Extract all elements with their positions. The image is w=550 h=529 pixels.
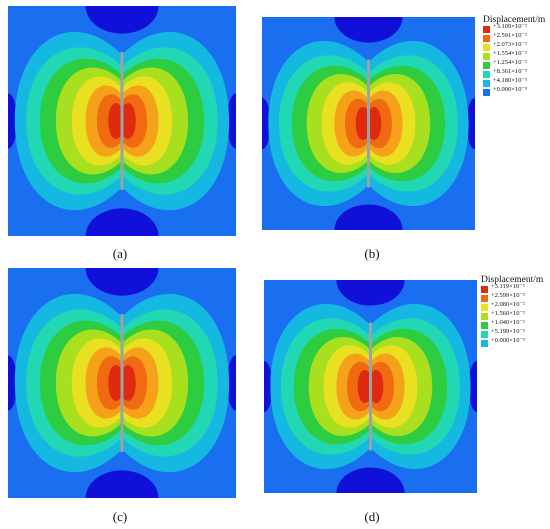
legend-swatch xyxy=(483,71,490,78)
legend-label: +0.000×10⁻³ xyxy=(491,337,525,344)
legend-swatch xyxy=(483,80,490,87)
caption-a: (a) xyxy=(112,246,128,261)
contour-plot-b xyxy=(262,17,475,230)
crack-line xyxy=(369,322,372,451)
caption-d: (d) xyxy=(364,509,380,524)
legend-swatch xyxy=(483,62,490,69)
legend-swatch xyxy=(483,53,490,60)
crack-line xyxy=(367,59,370,188)
legend-swatch xyxy=(481,322,488,329)
legend-b: Displacement/m +3.109×10⁻² +2.591×10⁻² +2.… xyxy=(483,15,549,103)
legend-d: Displacement/m +3.119×10⁻² +2.599×10⁻² +2.… xyxy=(481,275,549,355)
legend-label: +2.080×10⁻² xyxy=(491,301,525,308)
low-displacement-lobe xyxy=(466,97,475,150)
legend-label: +1.560×10⁻² xyxy=(491,310,525,317)
low-displacement-lobe xyxy=(85,470,159,498)
low-displacement-lobe xyxy=(8,93,18,149)
legend-swatch xyxy=(483,89,490,96)
low-displacement-lobe xyxy=(226,355,236,411)
low-displacement-lobe xyxy=(336,467,405,493)
legend-title-d: Displacement/m xyxy=(481,275,544,285)
legend-label: +2.073×10⁻² xyxy=(493,41,527,48)
legend-swatch xyxy=(481,304,488,311)
legend-swatch xyxy=(481,313,488,320)
legend-label: +1.554×10⁻² xyxy=(493,50,527,57)
low-displacement-lobe xyxy=(85,268,159,296)
legend-label: +1.254×10⁻² xyxy=(493,59,527,66)
legend-label: +3.119×10⁻² xyxy=(491,283,525,290)
legend-label: +8.361×10⁻³ xyxy=(493,68,527,75)
low-displacement-lobe xyxy=(262,97,271,150)
low-displacement-lobe xyxy=(85,6,159,34)
contour-plot-c xyxy=(8,268,236,498)
low-displacement-lobe xyxy=(334,17,403,43)
legend-label: +4.180×10⁻³ xyxy=(493,77,527,84)
caption-c: (c) xyxy=(112,509,128,524)
legend-swatch xyxy=(483,44,490,51)
legend-swatch xyxy=(481,286,488,293)
legend-swatch xyxy=(481,331,488,338)
low-displacement-lobe xyxy=(336,280,405,306)
legend-label: +5.199×10⁻³ xyxy=(491,328,525,335)
legend-label: +0.000×10⁻³ xyxy=(493,86,527,93)
low-displacement-lobe xyxy=(85,208,159,236)
low-displacement-lobe xyxy=(264,360,273,413)
legend-swatch xyxy=(481,295,488,302)
legend-swatch xyxy=(483,26,490,33)
contour-plot-d xyxy=(264,280,477,493)
legend-label: +3.109×10⁻² xyxy=(493,23,527,30)
contour-plot-a xyxy=(8,6,236,236)
legend-title-b: Displacement/m xyxy=(483,15,546,25)
low-displacement-lobe xyxy=(8,355,18,411)
low-displacement-lobe xyxy=(468,360,477,413)
legend-label: +1.040×10⁻² xyxy=(491,319,525,326)
low-displacement-lobe xyxy=(226,93,236,149)
caption-b: (b) xyxy=(364,246,380,261)
legend-swatch xyxy=(483,35,490,42)
crack-line xyxy=(120,314,124,452)
legend-label: +2.591×10⁻² xyxy=(493,32,527,39)
low-displacement-lobe xyxy=(334,204,403,230)
legend-swatch xyxy=(481,340,488,347)
crack-line xyxy=(120,52,124,190)
legend-label: +2.599×10⁻² xyxy=(491,292,525,299)
